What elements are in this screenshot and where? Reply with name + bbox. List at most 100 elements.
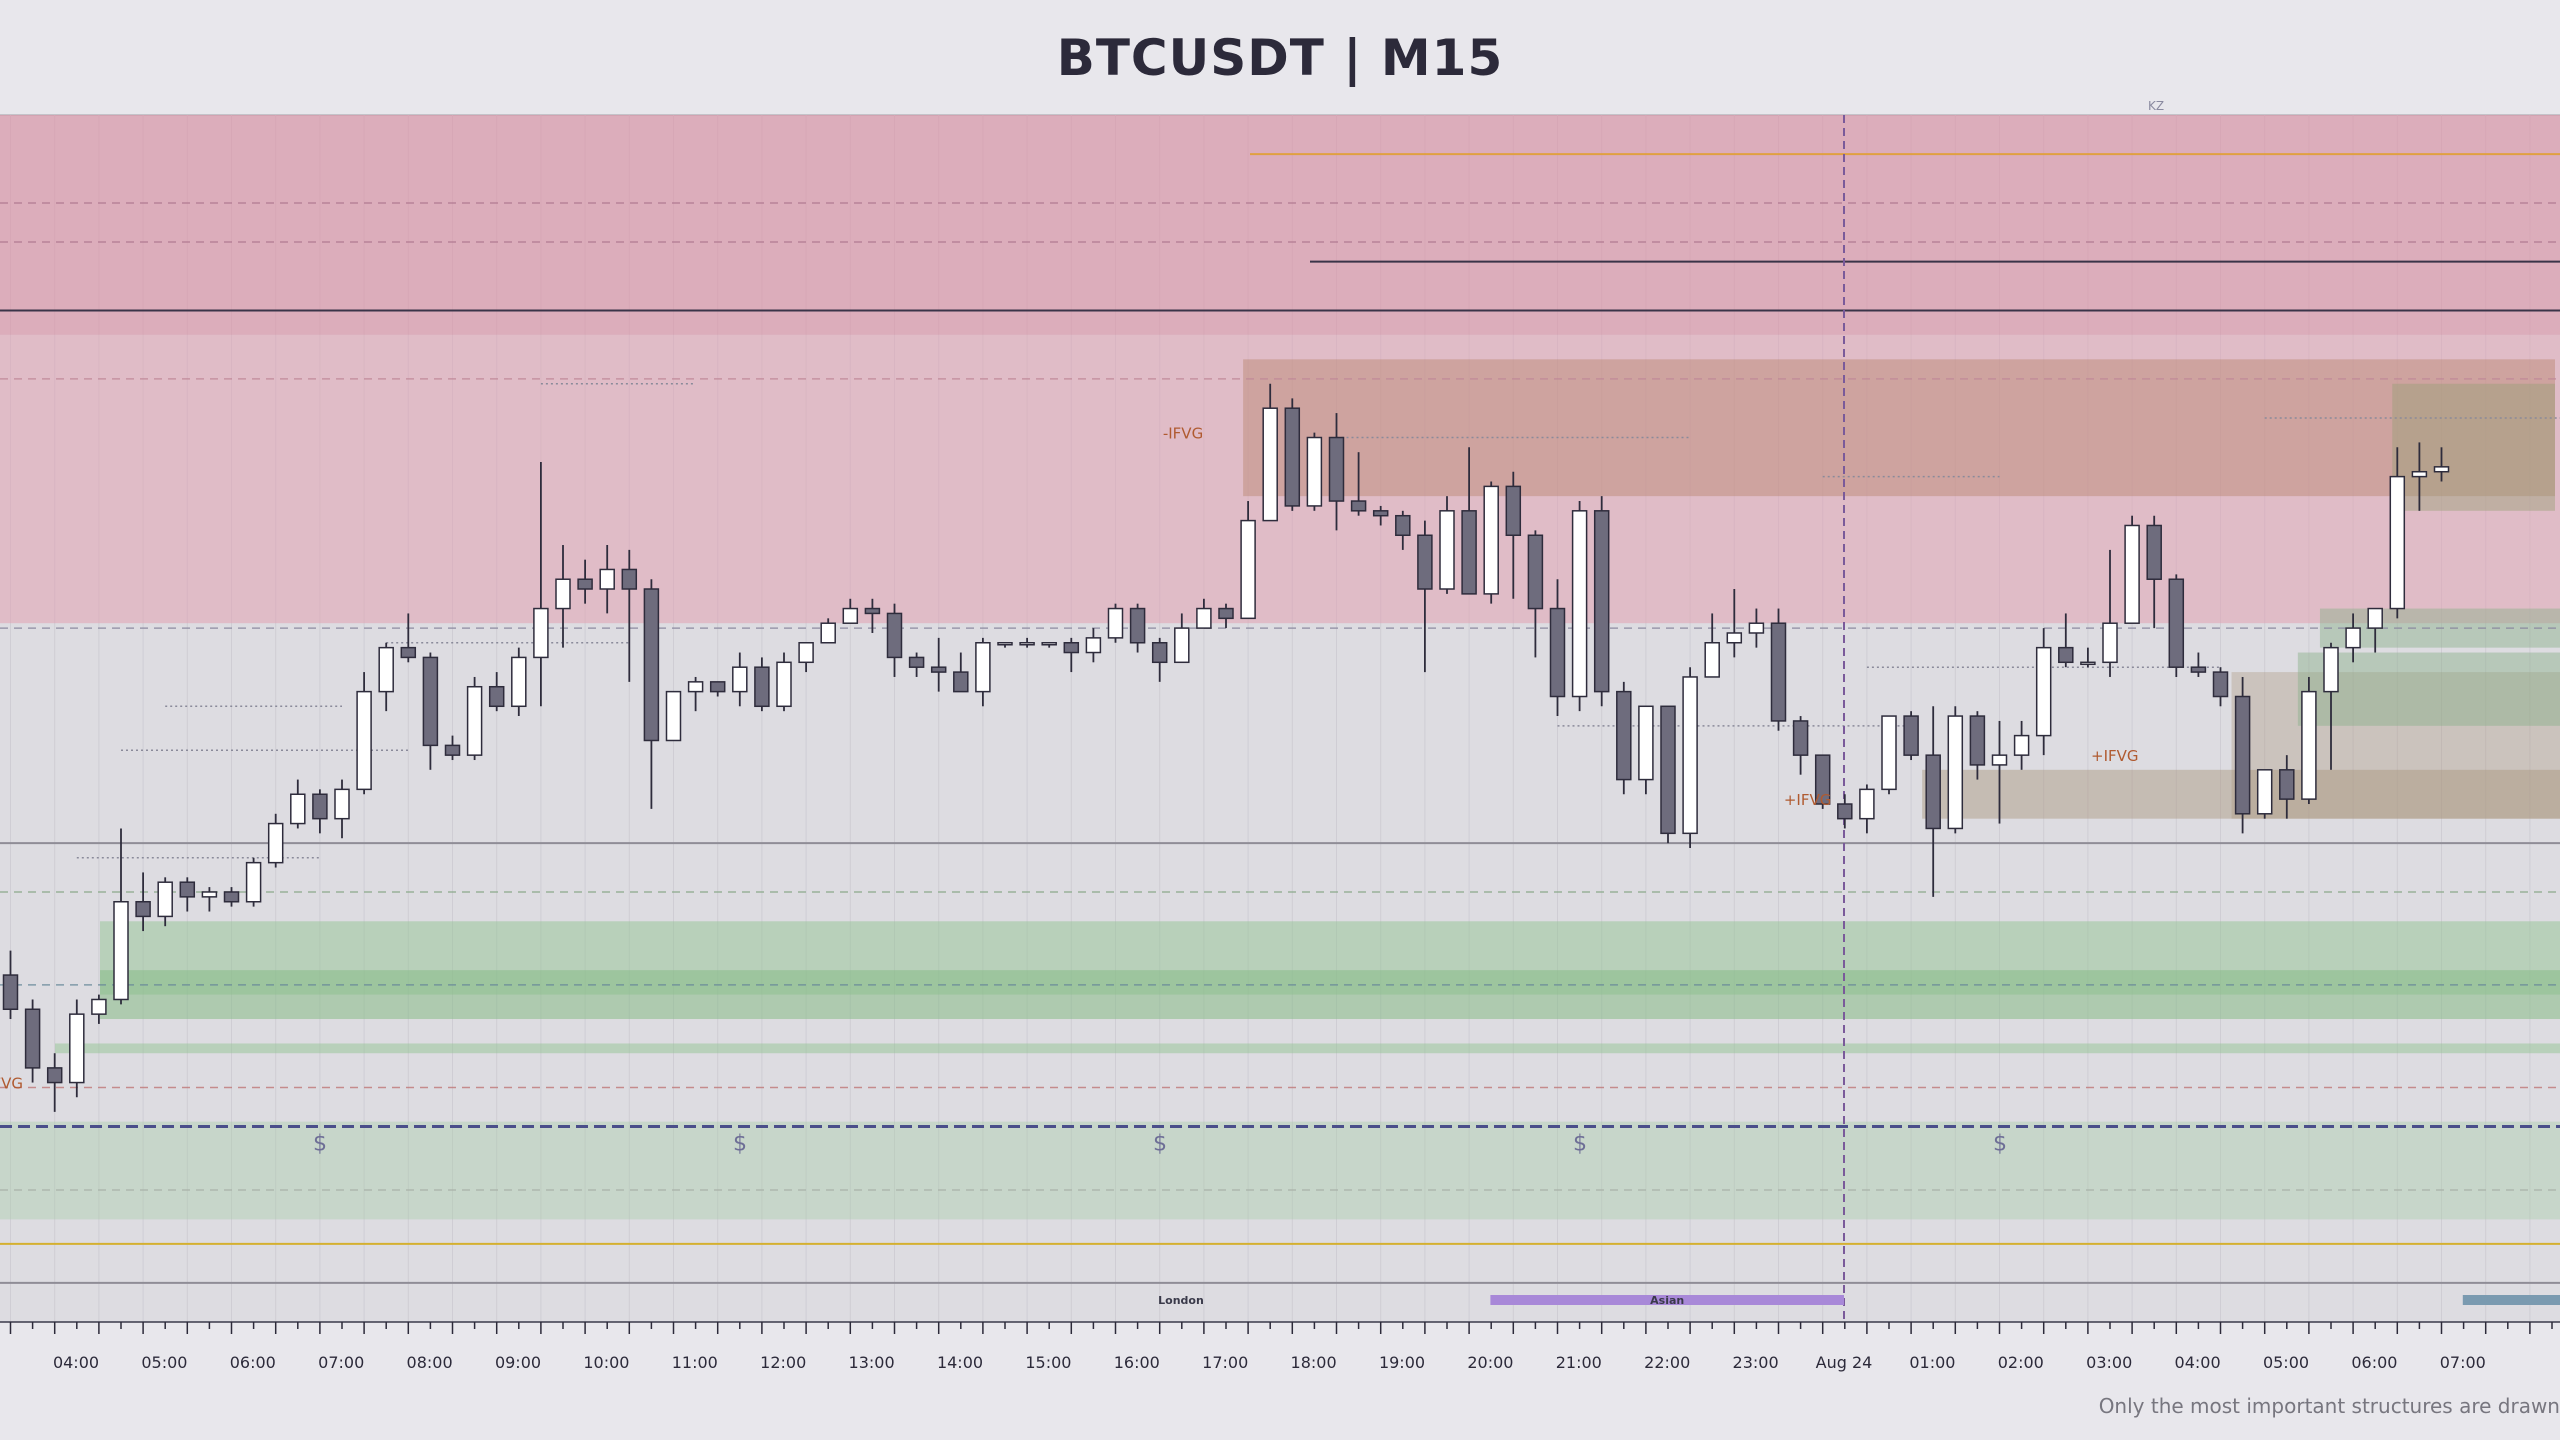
- bearish-candle-body: [1129, 607, 1146, 644]
- candle: [908, 652, 925, 677]
- bearish-candle-body: [908, 656, 925, 668]
- candle: [113, 828, 129, 1005]
- bearish-candle-body: [1063, 642, 1080, 654]
- bullish-candle-body: [1704, 642, 1720, 678]
- bullish-candle-body: [2124, 524, 2140, 624]
- bearish-candle-body: [1218, 607, 1234, 620]
- candle: [997, 642, 1013, 648]
- bearish-candle-body: [135, 900, 151, 918]
- candle: [312, 789, 328, 834]
- candle: [687, 676, 704, 712]
- x-tick-label: 04:00: [53, 1353, 99, 1372]
- candle: [1284, 398, 1301, 511]
- candle: [533, 461, 549, 707]
- bullish-candle-body: [466, 685, 483, 756]
- bullish-candle-body: [334, 788, 350, 820]
- bullish-candle-body: [2323, 646, 2339, 693]
- candle: [1041, 642, 1057, 648]
- candle: [46, 1053, 63, 1112]
- candle: [842, 598, 859, 624]
- bullish-candle-body: [69, 1013, 85, 1084]
- chart-title: BTCUSDT | M15: [1056, 28, 1504, 87]
- x-tick-label: 01:00: [1909, 1353, 1955, 1372]
- bullish-candle-body: [201, 891, 218, 898]
- bullish-fvg-box: [2392, 383, 2555, 511]
- candle: [1174, 613, 1190, 664]
- candle: [91, 994, 107, 1024]
- x-tick-label: 07:00: [2440, 1353, 2486, 1372]
- x-tick-label: 15:00: [1025, 1353, 1071, 1372]
- candle: [1571, 501, 1588, 712]
- bullish-candle-body: [1748, 622, 1765, 634]
- candle: [2389, 447, 2406, 619]
- candle: [2323, 642, 2339, 770]
- bearish-candle-body: [1660, 705, 1676, 835]
- bullish-candle-body: [2433, 466, 2450, 473]
- candle: [1151, 637, 1168, 682]
- fvg-label: -IFVG: [1163, 425, 1203, 443]
- level-lines: [0, 153, 2560, 1284]
- demand-fvg-box: [2297, 652, 2560, 726]
- x-tick-label: 10:00: [583, 1353, 629, 1372]
- x-tick-label: 20:00: [1467, 1353, 1513, 1372]
- bullish-candle-body: [820, 622, 836, 644]
- bullish-candle-body: [1881, 715, 1897, 791]
- candle: [1439, 496, 1455, 594]
- x-tick-label: 12:00: [760, 1353, 806, 1372]
- candle: [2013, 720, 2030, 770]
- bearish-candle-body: [1814, 754, 1831, 805]
- bearish-candle-body: [754, 666, 770, 708]
- bearish-candle-body: [2, 974, 19, 1011]
- candle: [290, 779, 306, 829]
- x-tick-label: 19:00: [1379, 1353, 1425, 1372]
- x-tick-label: 14:00: [937, 1353, 983, 1372]
- candle: [135, 872, 151, 932]
- bearish-candle-body: [2146, 524, 2162, 580]
- candle: [599, 545, 615, 614]
- candle: [2102, 549, 2118, 677]
- candle: [1350, 452, 1367, 516]
- fvg-label: FVG: [0, 1075, 23, 1093]
- candle: [2146, 515, 2162, 629]
- candle: [2256, 769, 2273, 819]
- bullish-candle-body: [665, 690, 682, 742]
- candle: [577, 559, 593, 604]
- bullish-candle-body: [2411, 470, 2428, 478]
- candle: [1262, 383, 1278, 522]
- bullish-candle-body: [2080, 661, 2096, 666]
- bearish-candle-body: [1461, 510, 1477, 595]
- bullish-candle-body: [290, 793, 306, 825]
- x-axis: 04:00 05:00 06:00 07:00 08:00 09:00 10:00 11:00…: [0, 1321, 2560, 1372]
- candle: [798, 642, 814, 673]
- candle: [1814, 754, 1831, 809]
- bullish-candle-body: [245, 861, 262, 903]
- bullish-candle-body: [555, 578, 571, 610]
- bullish-candle-body: [1638, 705, 1654, 781]
- candle: [1660, 705, 1676, 844]
- bearish-candle-body: [1151, 642, 1168, 664]
- bullish-candle-body: [2256, 769, 2273, 815]
- bearish-candle-body: [1770, 622, 1787, 722]
- bearish-candle-body: [2058, 646, 2074, 664]
- x-tick-label: 21:00: [1556, 1353, 1602, 1372]
- bearish-candle-body: [2168, 578, 2185, 668]
- candle: [2124, 515, 2140, 624]
- candle: [1593, 496, 1610, 707]
- candle: [2345, 613, 2361, 663]
- bearish-candle-body: [930, 666, 947, 673]
- bearish-candle-body: [1616, 690, 1632, 781]
- candle: [1085, 628, 1102, 663]
- bullish-candle-body: [1571, 510, 1588, 698]
- candle: [1881, 715, 1897, 795]
- candle: [1372, 505, 1389, 526]
- candle: [1969, 711, 1986, 780]
- candle: [1770, 608, 1787, 731]
- candle: [2190, 652, 2207, 677]
- candle: [1726, 589, 1743, 658]
- bearish-candle-body: [2234, 695, 2251, 815]
- candle: [1218, 603, 1234, 629]
- bullish-candle-body: [776, 661, 792, 708]
- session-bar-asian: [1490, 1295, 1844, 1305]
- candle: [1019, 637, 1035, 648]
- candle: [1837, 794, 1853, 829]
